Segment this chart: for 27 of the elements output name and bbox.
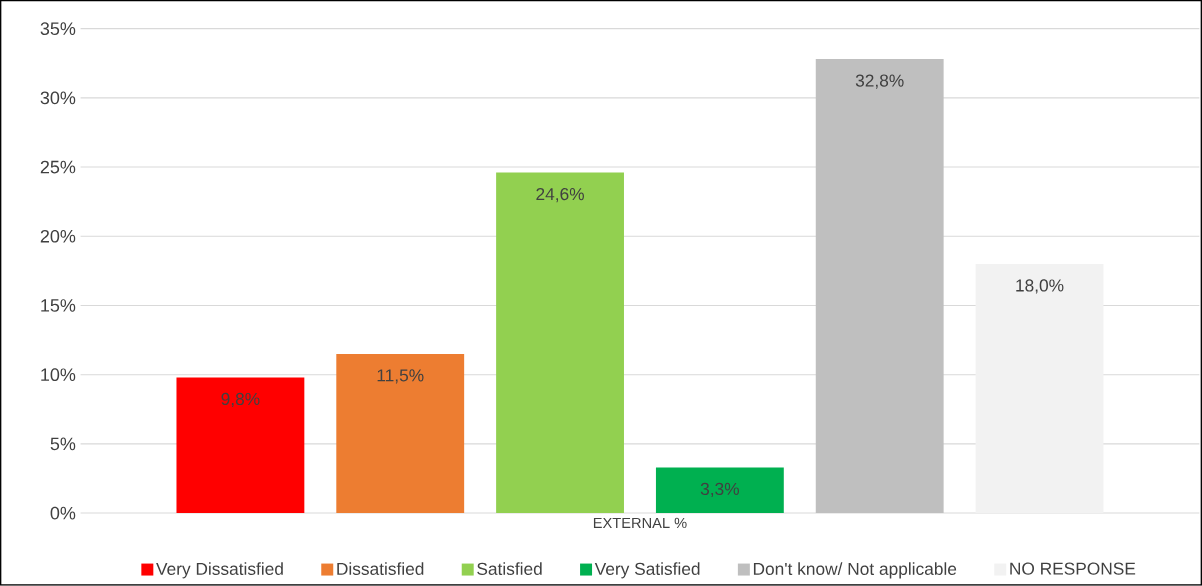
y-tick-label: 20% <box>40 230 76 243</box>
legend-label: Very Dissatisfied <box>156 562 283 579</box>
bar <box>336 354 465 514</box>
x-tick-label: EXTERNAL % <box>593 517 687 529</box>
y-tick-label: 10% <box>41 368 76 382</box>
bar <box>975 264 1104 514</box>
data-label: 9,8% <box>221 392 260 408</box>
legend-label: Very Satisfied <box>594 562 700 579</box>
legend-label: Satisfied <box>477 562 542 576</box>
data-label: 24,6% <box>536 188 584 203</box>
y-tick-label: 25% <box>40 160 76 174</box>
bar <box>815 59 944 514</box>
legend-label: Don't know/ Not applicable <box>753 562 957 579</box>
data-label: 18,0% <box>1016 279 1064 294</box>
y-tick-label: 5% <box>50 437 76 451</box>
legend-label: NO RESPONSE <box>1010 562 1136 575</box>
data-label: 3,3% <box>700 482 739 498</box>
data-label: 32,8% <box>855 74 904 89</box>
y-tick-label: 15% <box>41 299 76 312</box>
y-tick-label: 0% <box>50 506 76 520</box>
y-tick-label: 30% <box>40 91 76 105</box>
bar <box>496 172 624 514</box>
y-tick-label: 35% <box>40 22 76 36</box>
data-label: 11,5% <box>377 369 424 384</box>
bar <box>655 467 784 514</box>
bar <box>176 377 305 514</box>
legend-label: Dissatisfied <box>337 562 424 576</box>
